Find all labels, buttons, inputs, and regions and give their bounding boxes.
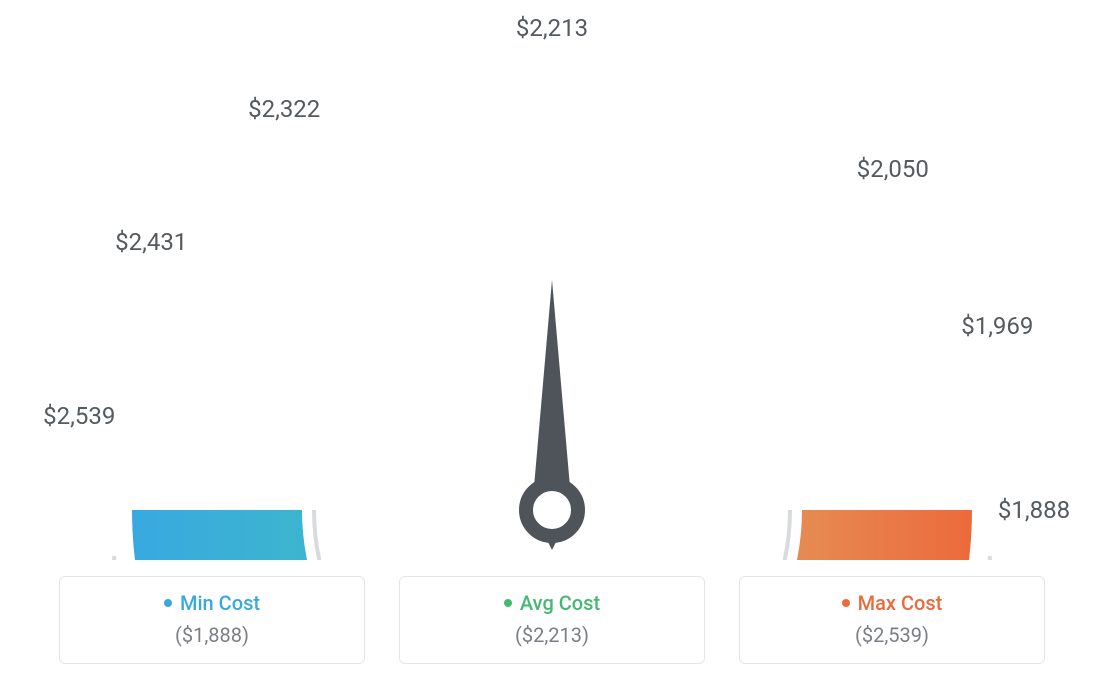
legend-max-value: ($2,539) [750,623,1034,647]
gauge-tick-label: $1,969 [961,312,1033,340]
legend-min-value: ($1,888) [70,623,354,647]
gauge-tick-label: $2,539 [43,402,115,430]
legend-row: Min Cost ($1,888) Avg Cost ($2,213) Max … [20,576,1084,664]
legend-avg-label: Avg Cost [520,591,600,615]
gauge-tick-label: $2,213 [516,14,588,42]
gauge-svg [20,20,1084,560]
legend-max-title: Max Cost [842,591,943,615]
legend-max-label: Max Cost [858,591,943,615]
legend-avg-title: Avg Cost [504,591,600,615]
gauge-tick-label: $2,050 [857,155,929,183]
gauge-tick-label: $2,322 [248,95,320,123]
dot-icon [842,599,850,607]
cost-gauge-chart: $1,888$1,969$2,050$2,213$2,322$2,431$2,5… [20,20,1084,560]
legend-card-max: Max Cost ($2,539) [739,576,1045,664]
gauge-tick-label: $2,431 [115,228,187,256]
legend-min-title: Min Cost [164,591,260,615]
dot-icon [504,599,512,607]
gauge-tick-label: $1,888 [998,496,1070,524]
legend-min-label: Min Cost [180,591,260,615]
legend-card-avg: Avg Cost ($2,213) [399,576,705,664]
legend-card-min: Min Cost ($1,888) [59,576,365,664]
dot-icon [164,599,172,607]
legend-avg-value: ($2,213) [410,623,694,647]
